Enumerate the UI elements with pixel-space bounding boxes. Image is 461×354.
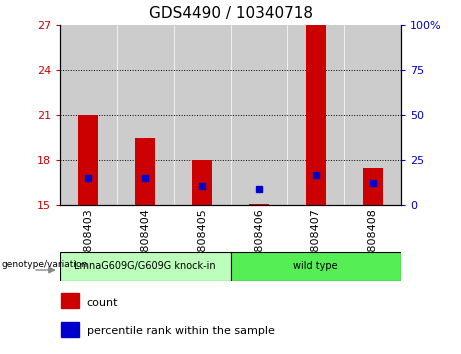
Bar xyxy=(192,160,212,205)
Bar xyxy=(135,138,155,205)
Bar xyxy=(78,115,98,205)
Text: genotype/variation: genotype/variation xyxy=(1,260,88,269)
Bar xyxy=(344,25,401,205)
Bar xyxy=(363,168,383,205)
Bar xyxy=(306,25,326,205)
Text: wild type: wild type xyxy=(294,261,338,272)
Text: percentile rank within the sample: percentile rank within the sample xyxy=(87,326,275,336)
Bar xyxy=(174,25,230,205)
Bar xyxy=(249,204,269,205)
Bar xyxy=(60,25,117,205)
Text: LmnaG609G/G609G knock-in: LmnaG609G/G609G knock-in xyxy=(74,261,216,272)
Bar xyxy=(117,25,174,205)
Bar xyxy=(287,25,344,205)
Title: GDS4490 / 10340718: GDS4490 / 10340718 xyxy=(148,6,313,21)
Bar xyxy=(61,293,79,308)
Bar xyxy=(60,252,230,281)
Bar xyxy=(230,252,401,281)
Bar xyxy=(61,322,79,337)
Bar xyxy=(230,25,287,205)
Text: count: count xyxy=(87,298,118,308)
